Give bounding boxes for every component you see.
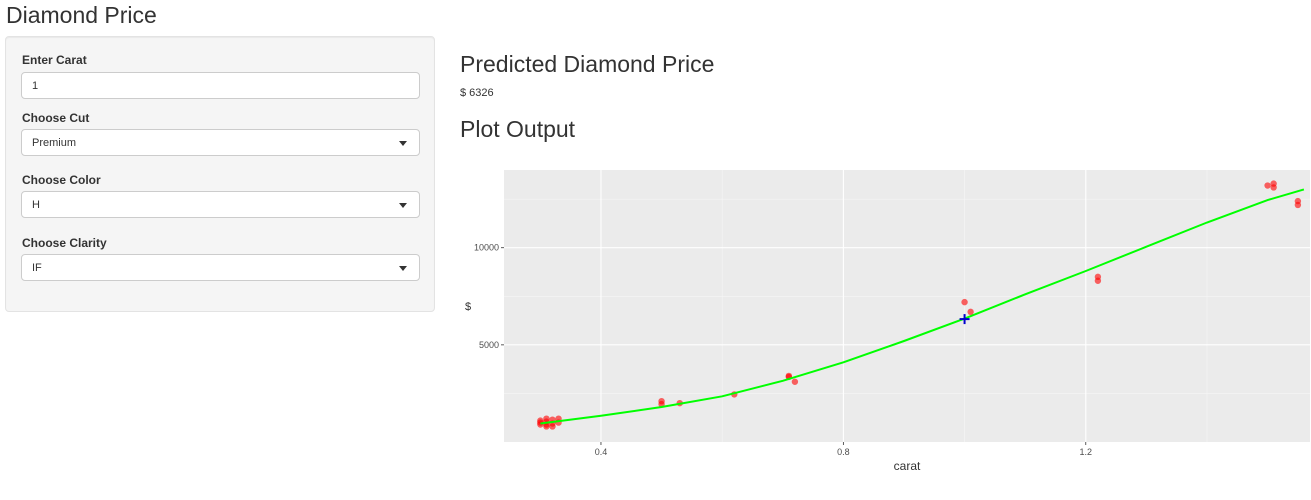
cut-selected-value: Premium [32,137,77,149]
x-axis-title: carat [894,459,921,473]
carat-label: Enter Carat [22,53,87,67]
prediction-heading: Predicted Diamond Price [460,51,715,77]
cut-select[interactable]: Premium [21,129,420,156]
data-point [658,398,665,405]
color-selected-value: H [32,199,40,211]
app-title: Diamond Price [6,2,157,28]
plot-panel [504,170,1310,442]
fit-line [540,188,1305,425]
data-point [1294,197,1302,205]
chevron-down-icon [399,266,407,271]
y-axis-title: $ [465,301,471,313]
y-tick-label: 10000 [474,243,499,253]
clarity-selected-value: IF [32,262,42,274]
data-point [1094,277,1102,284]
data-point [967,308,974,316]
chevron-down-icon [399,141,407,146]
predicted-price: $ 6326 [460,87,494,99]
cut-label: Choose Cut [22,111,90,125]
price-plot: 0.4 0.8 1.2 5000 10000 carat $ [465,170,1310,473]
x-tick-label: 1.2 [1080,447,1093,457]
data-point [1264,182,1271,189]
plot-heading: Plot Output [460,116,576,142]
color-label: Choose Color [22,173,101,187]
clarity-select[interactable]: IF [21,254,420,281]
chevron-down-icon [399,203,407,208]
y-tick-label: 5000 [479,340,499,350]
data-point [961,298,968,306]
data-point [1270,180,1277,187]
data-point [791,378,799,385]
carat-input[interactable] [21,72,420,99]
color-select[interactable]: H [21,191,420,218]
data-point [543,415,550,422]
clarity-label: Choose Clarity [22,236,107,250]
data-point [549,423,556,430]
x-tick-label: 0.8 [837,447,850,457]
input-panel: Enter Carat Choose Cut Premium Choose Co… [5,36,435,312]
x-tick-label: 0.4 [595,447,608,457]
